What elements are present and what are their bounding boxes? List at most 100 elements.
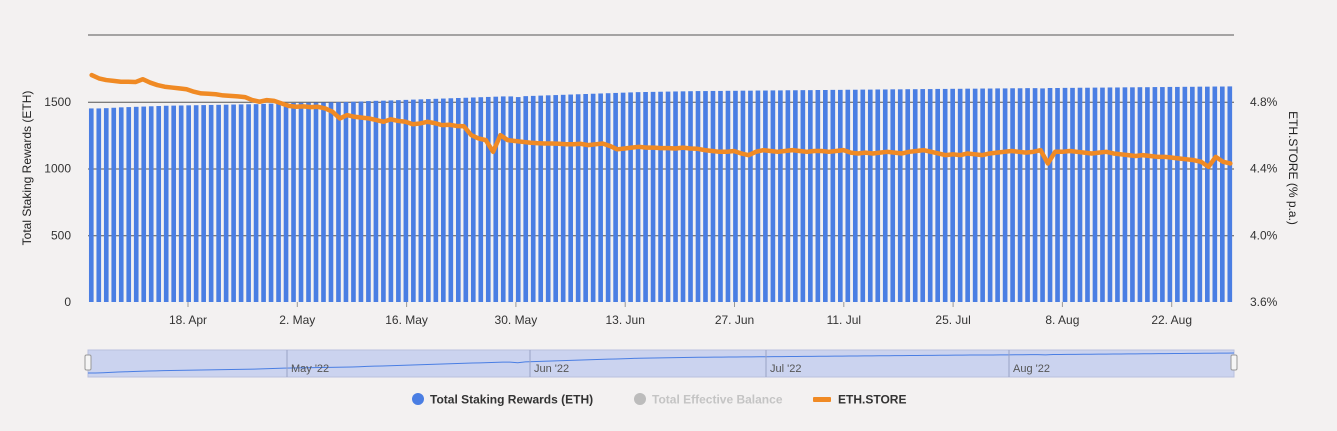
bar	[478, 97, 484, 303]
bar	[920, 89, 926, 302]
bar	[1092, 87, 1098, 302]
bar	[650, 91, 656, 303]
bar	[298, 102, 304, 302]
bars-layer	[88, 86, 1233, 303]
bar	[336, 102, 341, 303]
bar	[1122, 87, 1128, 302]
bar	[912, 89, 918, 302]
y-right-tick-label: 4.8%	[1250, 95, 1278, 109]
y-left-axis-title: Total Staking Rewards (ETH)	[20, 91, 34, 246]
bar	[748, 90, 753, 302]
bar	[396, 100, 401, 303]
bar	[411, 99, 416, 302]
y-left-tick-label: 0	[64, 295, 71, 309]
y-right-tick-label: 3.6%	[1250, 295, 1278, 309]
bar	[800, 90, 806, 302]
bar	[942, 88, 948, 303]
bar	[1115, 87, 1120, 302]
bar	[1055, 88, 1060, 302]
bar	[193, 105, 199, 302]
bar	[553, 95, 559, 302]
bar	[763, 90, 768, 302]
legend-item[interactable]: ETH.STORE	[813, 393, 906, 407]
x-tick-label: 8. Aug	[1045, 313, 1079, 327]
bar	[673, 91, 678, 302]
bar	[845, 89, 851, 302]
bar	[216, 104, 221, 302]
bar	[283, 103, 289, 302]
bar	[620, 92, 626, 302]
navigator-series-line	[88, 352, 1235, 374]
bar	[733, 90, 738, 302]
y-left-tick-label: 1500	[44, 95, 71, 109]
bar	[710, 90, 716, 302]
bar	[291, 102, 296, 302]
bar	[1145, 87, 1150, 302]
bar	[590, 93, 596, 303]
bar	[178, 105, 184, 303]
bar	[515, 97, 521, 302]
bar	[343, 102, 349, 303]
y-right-tick-label: 4.4%	[1250, 162, 1278, 176]
bar	[321, 102, 326, 302]
bar	[575, 94, 581, 303]
legend-marker	[813, 397, 831, 402]
bar	[1130, 87, 1135, 302]
bar	[366, 101, 371, 302]
bar	[455, 98, 461, 302]
x-tick-label: 30. May	[495, 313, 538, 327]
bar	[897, 89, 903, 302]
bar	[793, 90, 798, 303]
navigator-left-handle[interactable]	[84, 354, 92, 371]
bar	[740, 90, 746, 302]
bar	[875, 89, 881, 302]
bar	[568, 94, 573, 302]
bar	[1219, 86, 1225, 302]
bar	[882, 89, 888, 302]
bar	[905, 89, 911, 302]
bar	[770, 90, 776, 303]
bar	[208, 104, 214, 302]
bar	[530, 95, 536, 302]
y-left-tick-label: 1000	[44, 162, 71, 176]
eth-store-line	[89, 72, 1233, 170]
bar	[1205, 86, 1210, 302]
bar	[485, 96, 491, 302]
bar	[808, 90, 813, 302]
bar	[276, 103, 281, 302]
bar	[1070, 87, 1075, 303]
bar	[238, 104, 244, 302]
bar	[373, 100, 379, 302]
bar	[433, 98, 439, 302]
legend-label: Total Staking Rewards (ETH)	[430, 393, 593, 407]
navigator-right-handle[interactable]	[1230, 354, 1238, 371]
bar	[957, 88, 963, 302]
bar	[852, 89, 858, 302]
y-left-tick-label: 500	[51, 228, 71, 242]
bar	[890, 89, 896, 302]
bar	[755, 90, 761, 302]
bar	[1040, 88, 1045, 303]
legend-item[interactable]: Total Effective Balance	[634, 393, 783, 407]
bar	[126, 107, 132, 302]
legend[interactable]: Total Staking Rewards (ETH) Total Effecti…	[412, 393, 906, 407]
legend-item[interactable]: Total Staking Rewards (ETH)	[412, 393, 593, 407]
bar	[96, 108, 102, 303]
navigator[interactable]: May '22 Jun '22 Jul '22 Aug '22	[84, 349, 1238, 378]
bar	[867, 89, 873, 302]
y-right-axis-title: ETH.STORE (% p.a.)	[1286, 111, 1300, 225]
bar	[987, 88, 993, 302]
x-tick-label: 11. Jul	[827, 313, 861, 327]
legend-label: Total Effective Balance	[652, 393, 783, 407]
bar	[246, 104, 251, 302]
bar	[118, 107, 124, 302]
bar	[778, 90, 783, 303]
bar	[725, 90, 731, 302]
bar	[1047, 88, 1053, 302]
x-tick-label: 25. Jul	[935, 313, 970, 327]
bar	[313, 102, 319, 302]
bar	[643, 92, 648, 302]
bar	[133, 106, 139, 302]
x-tick-label: 22. Aug	[1151, 313, 1192, 327]
bar	[1107, 87, 1113, 302]
